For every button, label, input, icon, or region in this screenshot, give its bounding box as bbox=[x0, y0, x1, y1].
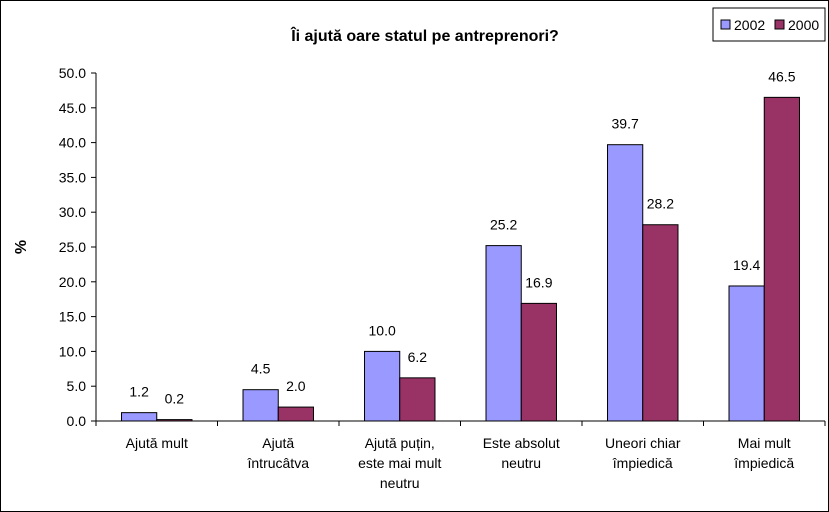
bar bbox=[607, 144, 644, 422]
x-tick-label: Mai mult împiedică bbox=[733, 435, 794, 471]
legend-label: 2000 bbox=[788, 17, 819, 33]
bar bbox=[121, 412, 158, 422]
legend-box bbox=[712, 7, 826, 42]
bar bbox=[277, 406, 314, 422]
bar bbox=[728, 285, 765, 422]
bar bbox=[642, 224, 679, 422]
value-label: 28.2 bbox=[647, 196, 674, 212]
x-tick-label: Uneori chiar împiedică bbox=[605, 435, 681, 471]
y-tick-label: 40.0 bbox=[59, 135, 86, 151]
value-label: 25.2 bbox=[490, 217, 517, 233]
value-label: 19.4 bbox=[733, 257, 760, 273]
x-tick-label: Ajută întrucâtva bbox=[247, 435, 310, 471]
bar bbox=[520, 302, 557, 422]
value-label: 2.0 bbox=[286, 378, 306, 394]
legend-swatch bbox=[720, 19, 731, 30]
y-tick-label: 20.0 bbox=[59, 274, 86, 290]
value-label: 0.2 bbox=[165, 391, 185, 407]
value-label: 39.7 bbox=[612, 116, 639, 132]
x-tick-label: Este absolut neutru bbox=[483, 435, 560, 471]
bar bbox=[156, 419, 193, 422]
legend-label: 2002 bbox=[734, 17, 765, 33]
x-tick-label: Ajută puțin, este mai mult neutru bbox=[358, 435, 441, 491]
x-tick-label: Ajută mult bbox=[126, 435, 188, 451]
value-label: 10.0 bbox=[369, 322, 396, 338]
bar bbox=[763, 96, 800, 422]
bar bbox=[485, 245, 522, 422]
bar bbox=[364, 350, 401, 422]
legend-swatch bbox=[774, 19, 785, 30]
y-tick-label: 0.0 bbox=[67, 413, 87, 429]
y-axis-label: % bbox=[13, 240, 30, 254]
y-tick-label: 15.0 bbox=[59, 309, 86, 325]
value-label: 6.2 bbox=[408, 349, 428, 365]
value-label: 16.9 bbox=[525, 274, 552, 290]
y-tick-label: 30.0 bbox=[59, 204, 86, 220]
y-tick-label: 45.0 bbox=[59, 100, 86, 116]
chart-title: Îi ajută oare statul pe antreprenori? bbox=[290, 26, 559, 45]
bar bbox=[399, 377, 436, 422]
bar bbox=[242, 389, 279, 422]
y-tick-label: 35.0 bbox=[59, 169, 86, 185]
value-label: 1.2 bbox=[129, 384, 149, 400]
y-tick-label: 5.0 bbox=[67, 378, 87, 394]
value-label: 46.5 bbox=[768, 68, 795, 84]
y-tick-label: 50.0 bbox=[59, 65, 86, 81]
y-tick-label: 10.0 bbox=[59, 343, 86, 359]
value-label: 4.5 bbox=[251, 361, 271, 377]
y-tick-label: 25.0 bbox=[59, 239, 86, 255]
